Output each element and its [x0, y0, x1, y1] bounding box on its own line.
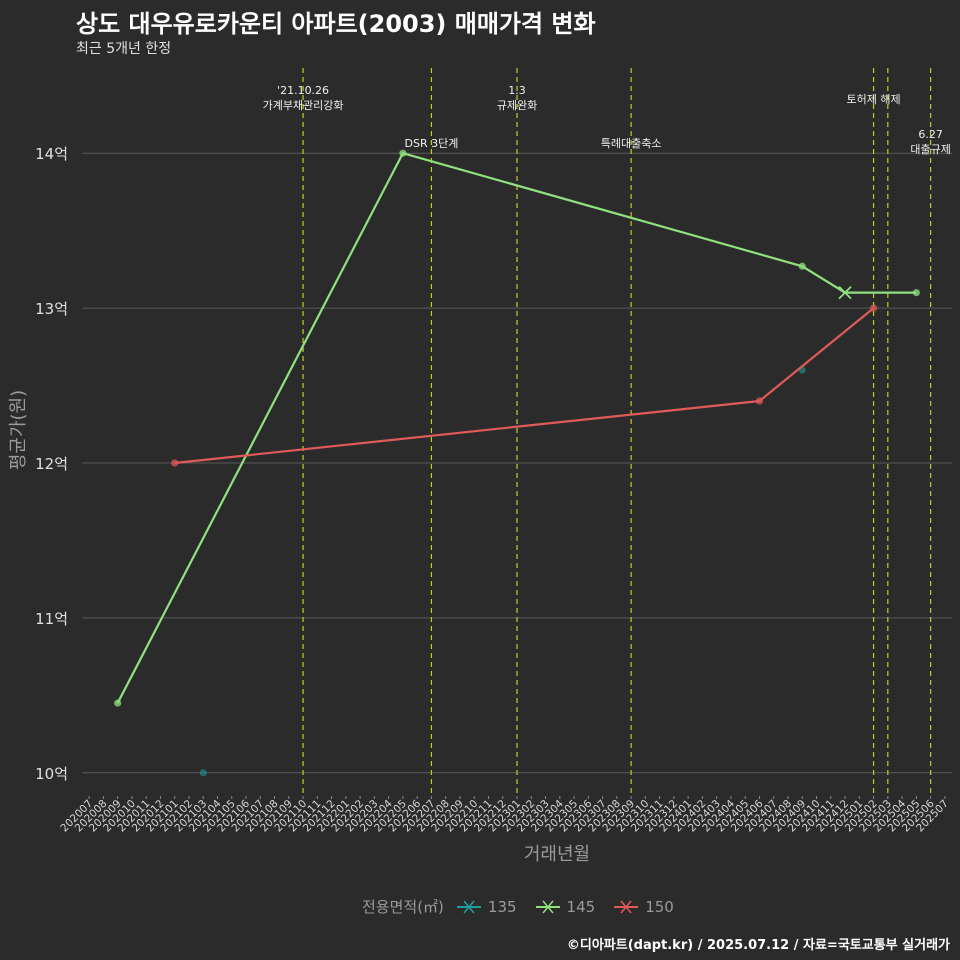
- event-label: 토허제 해제: [847, 92, 901, 106]
- legend-item-135: 135: [456, 898, 517, 916]
- legend: 전용면적(㎡) 135 145 150: [362, 896, 684, 917]
- event-label: 대출규제: [910, 143, 950, 156]
- y-tick-label: 10억: [35, 765, 68, 783]
- series-point-150: [869, 304, 878, 312]
- series-point-135: [199, 769, 207, 777]
- legend-label-135: 135: [487, 897, 517, 916]
- series-point-145: [798, 262, 806, 270]
- series-point-145: [399, 149, 407, 157]
- legend-item-145: 145: [535, 897, 596, 916]
- y-tick-label: 13억: [35, 300, 68, 318]
- event-label: 가계부채관리강화: [263, 99, 344, 112]
- y-tick-label: 11억: [35, 610, 68, 628]
- x-axis-title: 거래년월: [524, 844, 590, 865]
- event-label: 규제완화: [497, 99, 537, 112]
- series-point-x-145: [838, 285, 852, 300]
- chart-title: 상도 대우유로카운티 아파트(2003) 매매가격 변화: [76, 10, 596, 38]
- event-label: 6.27: [918, 128, 943, 141]
- legend-title: 전용면적(㎡): [362, 898, 444, 916]
- event-label: '21.10.26: [277, 84, 329, 97]
- legend-swatch-135: [456, 900, 481, 913]
- y-tick-label: 14억: [35, 145, 68, 163]
- y-tick-label: 12억: [35, 455, 68, 473]
- legend-label-150: 150: [645, 897, 674, 916]
- y-axis-title: 평균가(원): [8, 390, 29, 470]
- series-line-150: [174, 307, 875, 465]
- legend-item-150: 150: [613, 898, 674, 916]
- event-label: DSR 3단계: [405, 137, 459, 150]
- series-point-150: [755, 397, 764, 405]
- series-point-150: [171, 459, 179, 467]
- legend-label-145: 145: [566, 897, 596, 916]
- event-label: 특례대출축소: [601, 137, 662, 150]
- source-credit: ©디아파트(dapt.kr) / 2025.07.12 / 자료=국토교통부 실…: [566, 938, 950, 953]
- chart-subtitle: 최근 5개년 한정: [76, 41, 172, 57]
- legend-swatch-150: [614, 900, 639, 913]
- event-label: 1.3: [508, 84, 526, 97]
- series-point-145: [912, 288, 920, 297]
- series-point-145: [114, 699, 122, 707]
- legend-swatch-145: [535, 900, 560, 913]
